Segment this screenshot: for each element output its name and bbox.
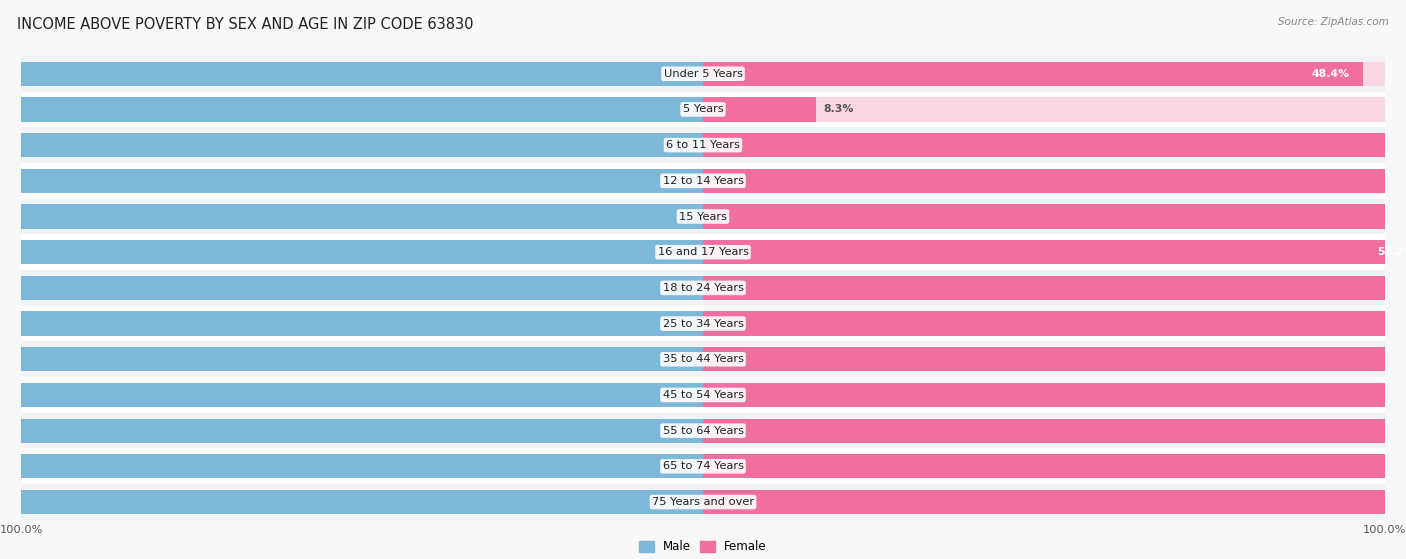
Bar [0,61,703,86]
Text: 16 and 17 Years: 16 and 17 Years [658,247,748,257]
Bar [21,205,703,229]
Text: 55 to 64 Years: 55 to 64 Years [662,425,744,435]
Text: INCOME ABOVE POVERTY BY SEX AND AGE IN ZIP CODE 63830: INCOME ABOVE POVERTY BY SEX AND AGE IN Z… [17,17,474,32]
Bar [703,240,1385,264]
Bar [0,311,703,336]
Bar [0,97,703,121]
Bar [21,169,703,193]
Bar [0,276,703,300]
Bar [0,490,703,514]
Bar [0,205,703,229]
Bar [21,56,1385,92]
Text: 75 Years and over: 75 Years and over [652,497,754,507]
Text: Source: ZipAtlas.com: Source: ZipAtlas.com [1278,17,1389,27]
Legend: Male, Female: Male, Female [640,541,766,553]
Bar [21,448,1385,484]
Bar [703,347,1385,371]
Bar [703,205,1406,229]
Bar [703,311,1385,336]
Bar [703,490,1406,514]
Text: 18 to 24 Years: 18 to 24 Years [662,283,744,293]
Bar [703,97,1385,121]
Bar [21,377,1385,413]
Bar [21,97,703,121]
Text: 35 to 44 Years: 35 to 44 Years [662,354,744,364]
Bar [0,454,703,479]
Bar [703,383,1385,407]
Bar [21,127,1385,163]
Bar [703,454,1406,479]
Text: 45 to 54 Years: 45 to 54 Years [662,390,744,400]
Bar [703,205,1385,229]
Bar [21,383,703,407]
Bar [703,419,1406,443]
Bar [21,61,703,86]
Bar [21,342,1385,377]
Bar [21,92,1385,127]
Bar [21,484,1385,520]
Bar [703,133,1406,157]
Bar [21,311,703,336]
Bar [21,419,703,443]
Bar [703,311,1406,336]
Bar [703,97,817,121]
Bar [0,383,703,407]
Bar [0,419,703,443]
Bar [703,347,1406,371]
Bar [703,61,1385,86]
Bar [21,347,703,371]
Bar [0,347,703,371]
Bar [703,276,1406,300]
Bar [703,61,1362,86]
Bar [21,306,1385,342]
Text: 15 Years: 15 Years [679,211,727,221]
Bar [703,133,1385,157]
Bar [21,454,703,479]
Bar [703,240,1406,264]
Bar [703,383,1406,407]
Bar [21,234,1385,270]
Bar [21,240,703,264]
Text: 48.4%: 48.4% [1312,69,1350,79]
Text: 8.3%: 8.3% [823,105,853,115]
Bar [703,419,1385,443]
Text: 5 Years: 5 Years [683,105,723,115]
Bar [703,169,1385,193]
Bar [21,490,703,514]
Bar [0,133,703,157]
Bar [21,133,703,157]
Text: 25 to 34 Years: 25 to 34 Years [662,319,744,329]
Bar [21,270,1385,306]
Text: Under 5 Years: Under 5 Years [664,69,742,79]
Bar [0,240,703,264]
Text: 53.2%: 53.2% [1376,247,1406,257]
Bar [21,413,1385,448]
Bar [703,276,1385,300]
Bar [21,163,1385,198]
Text: 12 to 14 Years: 12 to 14 Years [662,176,744,186]
Bar [21,276,703,300]
Bar [703,454,1385,479]
Bar [21,198,1385,234]
Text: 6 to 11 Years: 6 to 11 Years [666,140,740,150]
Bar [703,490,1385,514]
Text: 65 to 74 Years: 65 to 74 Years [662,461,744,471]
Bar [0,169,703,193]
Bar [703,169,1406,193]
